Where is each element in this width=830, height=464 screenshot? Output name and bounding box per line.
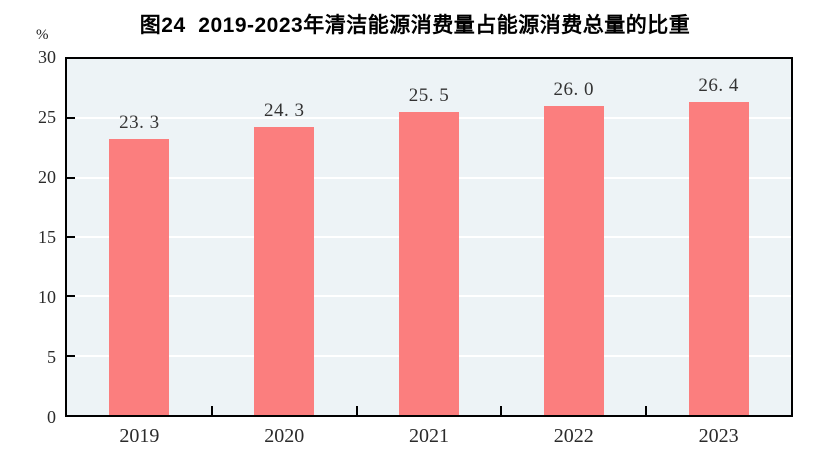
y-axis-tick-mark: [67, 295, 75, 298]
y-axis-tick-label: 30: [38, 47, 56, 67]
bar-2023: [688, 101, 749, 415]
x-axis-tick-mark: [500, 406, 503, 415]
bar-value-label: 23. 3: [119, 111, 160, 133]
bar-value-label: 26. 4: [698, 74, 739, 96]
x-axis-tick-label: 2019: [119, 425, 160, 447]
plot-area: 23. 3 24. 3 25. 5 26. 0 26. 4: [65, 57, 793, 417]
y-axis-tick-label: 15: [38, 227, 56, 247]
bar-2021: [399, 112, 459, 415]
bar-2019: [109, 138, 170, 415]
y-axis-unit-label: %: [36, 27, 49, 43]
x-axis-tick-mark: [355, 406, 358, 415]
x-axis-tick-label: 2022: [553, 425, 594, 447]
y-axis-tick-label: 5: [47, 347, 56, 367]
y-axis-tick-label: 10: [38, 287, 56, 307]
chart-title: 图24 2019-2023年清洁能源消费量占能源消费总量的比重: [139, 14, 691, 37]
x-axis-tick-label: 2020: [264, 425, 305, 447]
x-axis-tick-label: 2021: [409, 425, 449, 447]
y-axis-tick-mark: [67, 176, 75, 179]
bar-2020: [254, 126, 315, 415]
y-axis-tick-label: 25: [38, 107, 56, 127]
bar-value-label: 26. 0: [553, 79, 595, 101]
bar-value-label: 24. 3: [263, 99, 305, 121]
x-axis-tick-mark: [645, 406, 648, 415]
y-axis-tick-mark: [67, 354, 75, 357]
x-axis-tick-label: 2023: [698, 425, 739, 447]
bar-2022: [543, 106, 604, 415]
y-axis-tick-label: 0: [47, 407, 56, 427]
y-axis-tick-mark: [67, 117, 75, 120]
y-axis-tick-mark: [67, 236, 75, 238]
bar-value-label: 25. 5: [408, 85, 450, 107]
x-axis-tick-mark: [210, 406, 213, 415]
y-axis-tick-label: 20: [38, 167, 56, 187]
